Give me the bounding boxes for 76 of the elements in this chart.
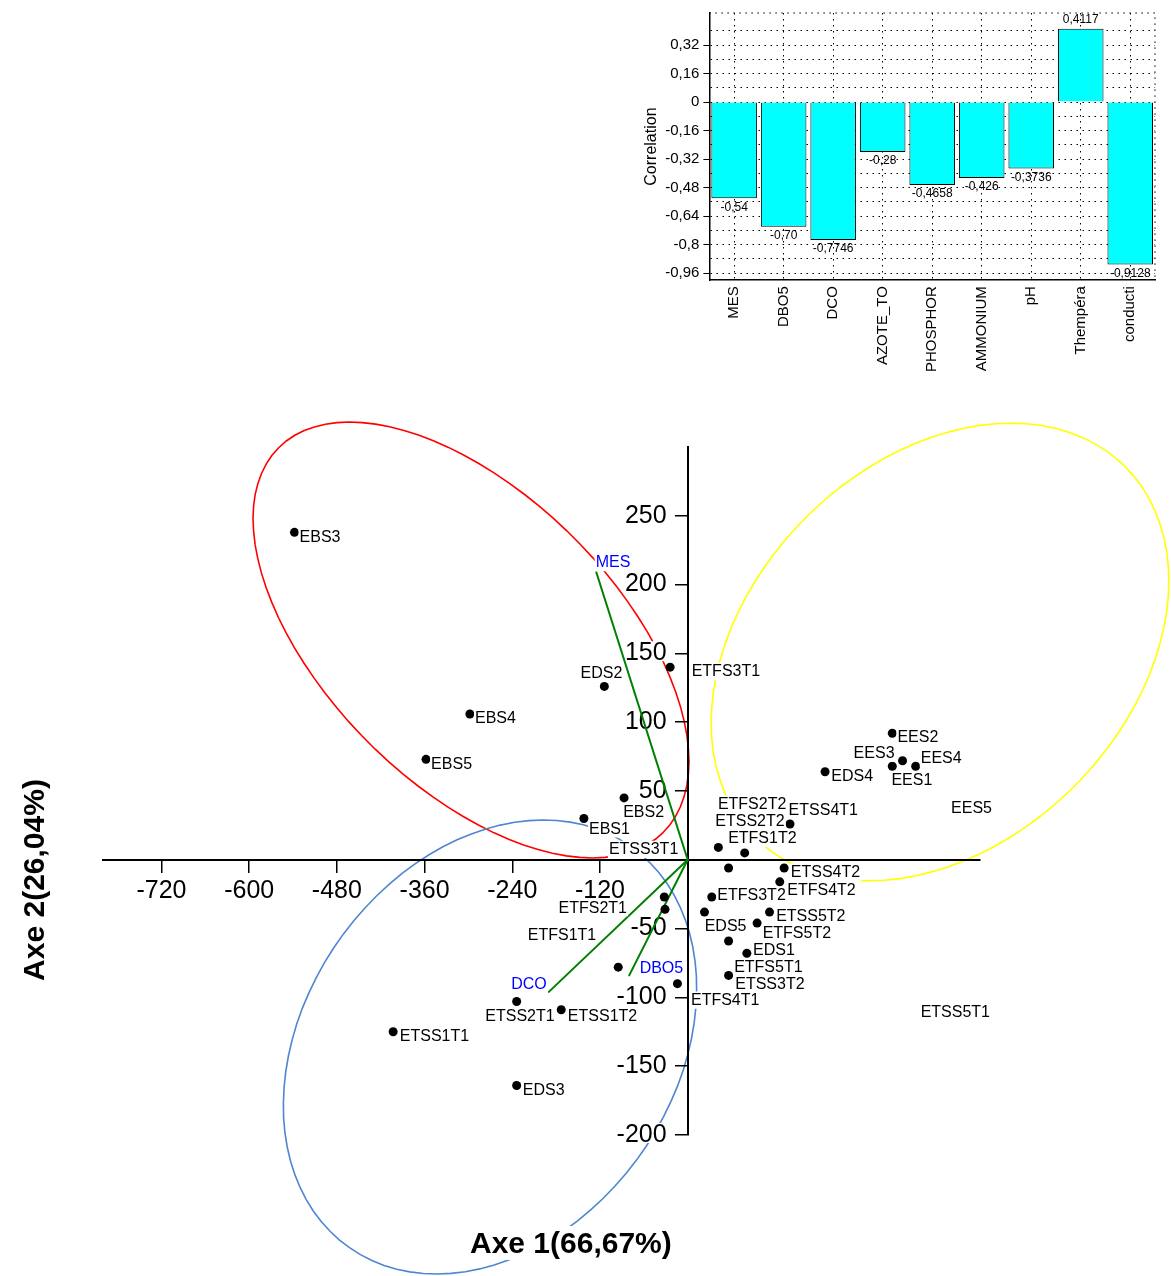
data-label: -0,4658 — [911, 186, 953, 201]
annotation: EES1 — [891, 771, 933, 789]
annotation: ETSS2T1 — [485, 1006, 555, 1024]
annotation: EDS4 — [831, 766, 874, 784]
series-label: DBO5 — [639, 958, 684, 976]
x-tick-label: AZOTE_TO — [872, 286, 890, 366]
data-label: -0,3736 — [1010, 169, 1052, 184]
y-tick-label: -0,64 — [665, 206, 700, 224]
annotation: ETSS3T1 — [608, 840, 679, 858]
x-tick-label: pH — [1021, 286, 1039, 306]
annotation: ETFS2T2 — [717, 794, 787, 812]
y-tick-label: -0,32 — [665, 149, 700, 167]
y-axis-title: Correlation — [642, 107, 660, 186]
y-tick-label: -150 — [616, 1050, 667, 1079]
x-tick-label: conducti — [1120, 286, 1138, 343]
annotation: EDS3 — [522, 1080, 565, 1098]
annotation: ETFS4T1 — [690, 990, 760, 1008]
annotation: ETSS4T1 — [788, 801, 859, 819]
annotation: EES5 — [951, 799, 993, 817]
x-tick-label: AMMONIUM — [971, 286, 989, 372]
annotation: ETSS5T1 — [920, 1003, 991, 1021]
annotation: ETFS1T1 — [527, 926, 597, 944]
annotation: ETFS4T2 — [787, 881, 856, 899]
y-tick-label: 250 — [624, 499, 667, 528]
data-label: -0,7746 — [812, 241, 854, 256]
x-tick-label: -720 — [136, 874, 187, 903]
annotation: ETFS5T1 — [734, 958, 803, 976]
annotation: EBS2 — [623, 803, 665, 821]
annotation: EDS5 — [704, 917, 747, 935]
annotation: ETSS5T2 — [776, 907, 846, 925]
data-label: -0,426 — [964, 179, 1000, 194]
x-tick-label: -600 — [224, 874, 275, 903]
x-axis-title: Axe 1(66,67%) — [466, 1226, 676, 1260]
y-tick-label: -0,16 — [665, 120, 700, 138]
annotation: EBS1 — [588, 819, 630, 837]
x-tick-label: Thempéra — [1070, 285, 1088, 355]
annotation: ETSS3T2 — [735, 974, 805, 992]
annotation: ETSS1T1 — [399, 1027, 470, 1045]
y-tick-label: -0,48 — [665, 177, 700, 195]
annotation: EBS3 — [299, 527, 341, 545]
x-tick-label: PHOSPHOR — [922, 286, 940, 373]
y-axis-title: Axe 2(26,04%) — [17, 779, 51, 981]
annotation: ETFS5T2 — [762, 924, 832, 942]
data-label: -0,54 — [720, 199, 749, 214]
annotation: EES2 — [897, 728, 939, 746]
y-tick-label: -0,8 — [673, 234, 700, 252]
annotation: ETFS3T2 — [717, 886, 786, 904]
y-tick-label: -0,96 — [665, 263, 700, 281]
y-tick-label: 0,16 — [670, 63, 700, 81]
series-label: DCO — [511, 975, 547, 993]
annotation: EDS2 — [580, 663, 623, 681]
x-tick-label: -360 — [399, 874, 450, 903]
y-tick-label: 150 — [624, 637, 667, 666]
annotation: EES3 — [853, 743, 895, 761]
annotation: EES4 — [920, 749, 962, 767]
y-tick-label: 0 — [691, 92, 700, 110]
x-tick-label: DCO — [823, 286, 841, 320]
y-tick-label: 0,32 — [670, 35, 700, 53]
x-tick-label: -240 — [487, 874, 538, 903]
annotation: ETFS2T1 — [558, 898, 628, 916]
series-label: MES — [595, 553, 631, 571]
y-tick-label: 200 — [624, 568, 667, 597]
annotation: EBS4 — [474, 709, 516, 727]
annotation: ETFS3T1 — [691, 662, 761, 680]
y-tick-label: -200 — [616, 1118, 667, 1147]
data-label: -0,28 — [869, 153, 897, 168]
annotation: EDS1 — [753, 940, 795, 958]
annotation: EBS5 — [431, 754, 473, 772]
x-tick-label: DBO5 — [773, 286, 791, 328]
data-label: 0,4117 — [1062, 12, 1099, 27]
x-tick-label: MES — [724, 286, 742, 319]
annotation: ETFS1T2 — [728, 829, 797, 847]
annotation: ETSS4T2 — [790, 863, 861, 881]
x-tick-label: -480 — [311, 874, 362, 903]
data-label: -0,9128 — [1109, 265, 1151, 280]
annotation: ETSS2T2 — [715, 812, 785, 830]
